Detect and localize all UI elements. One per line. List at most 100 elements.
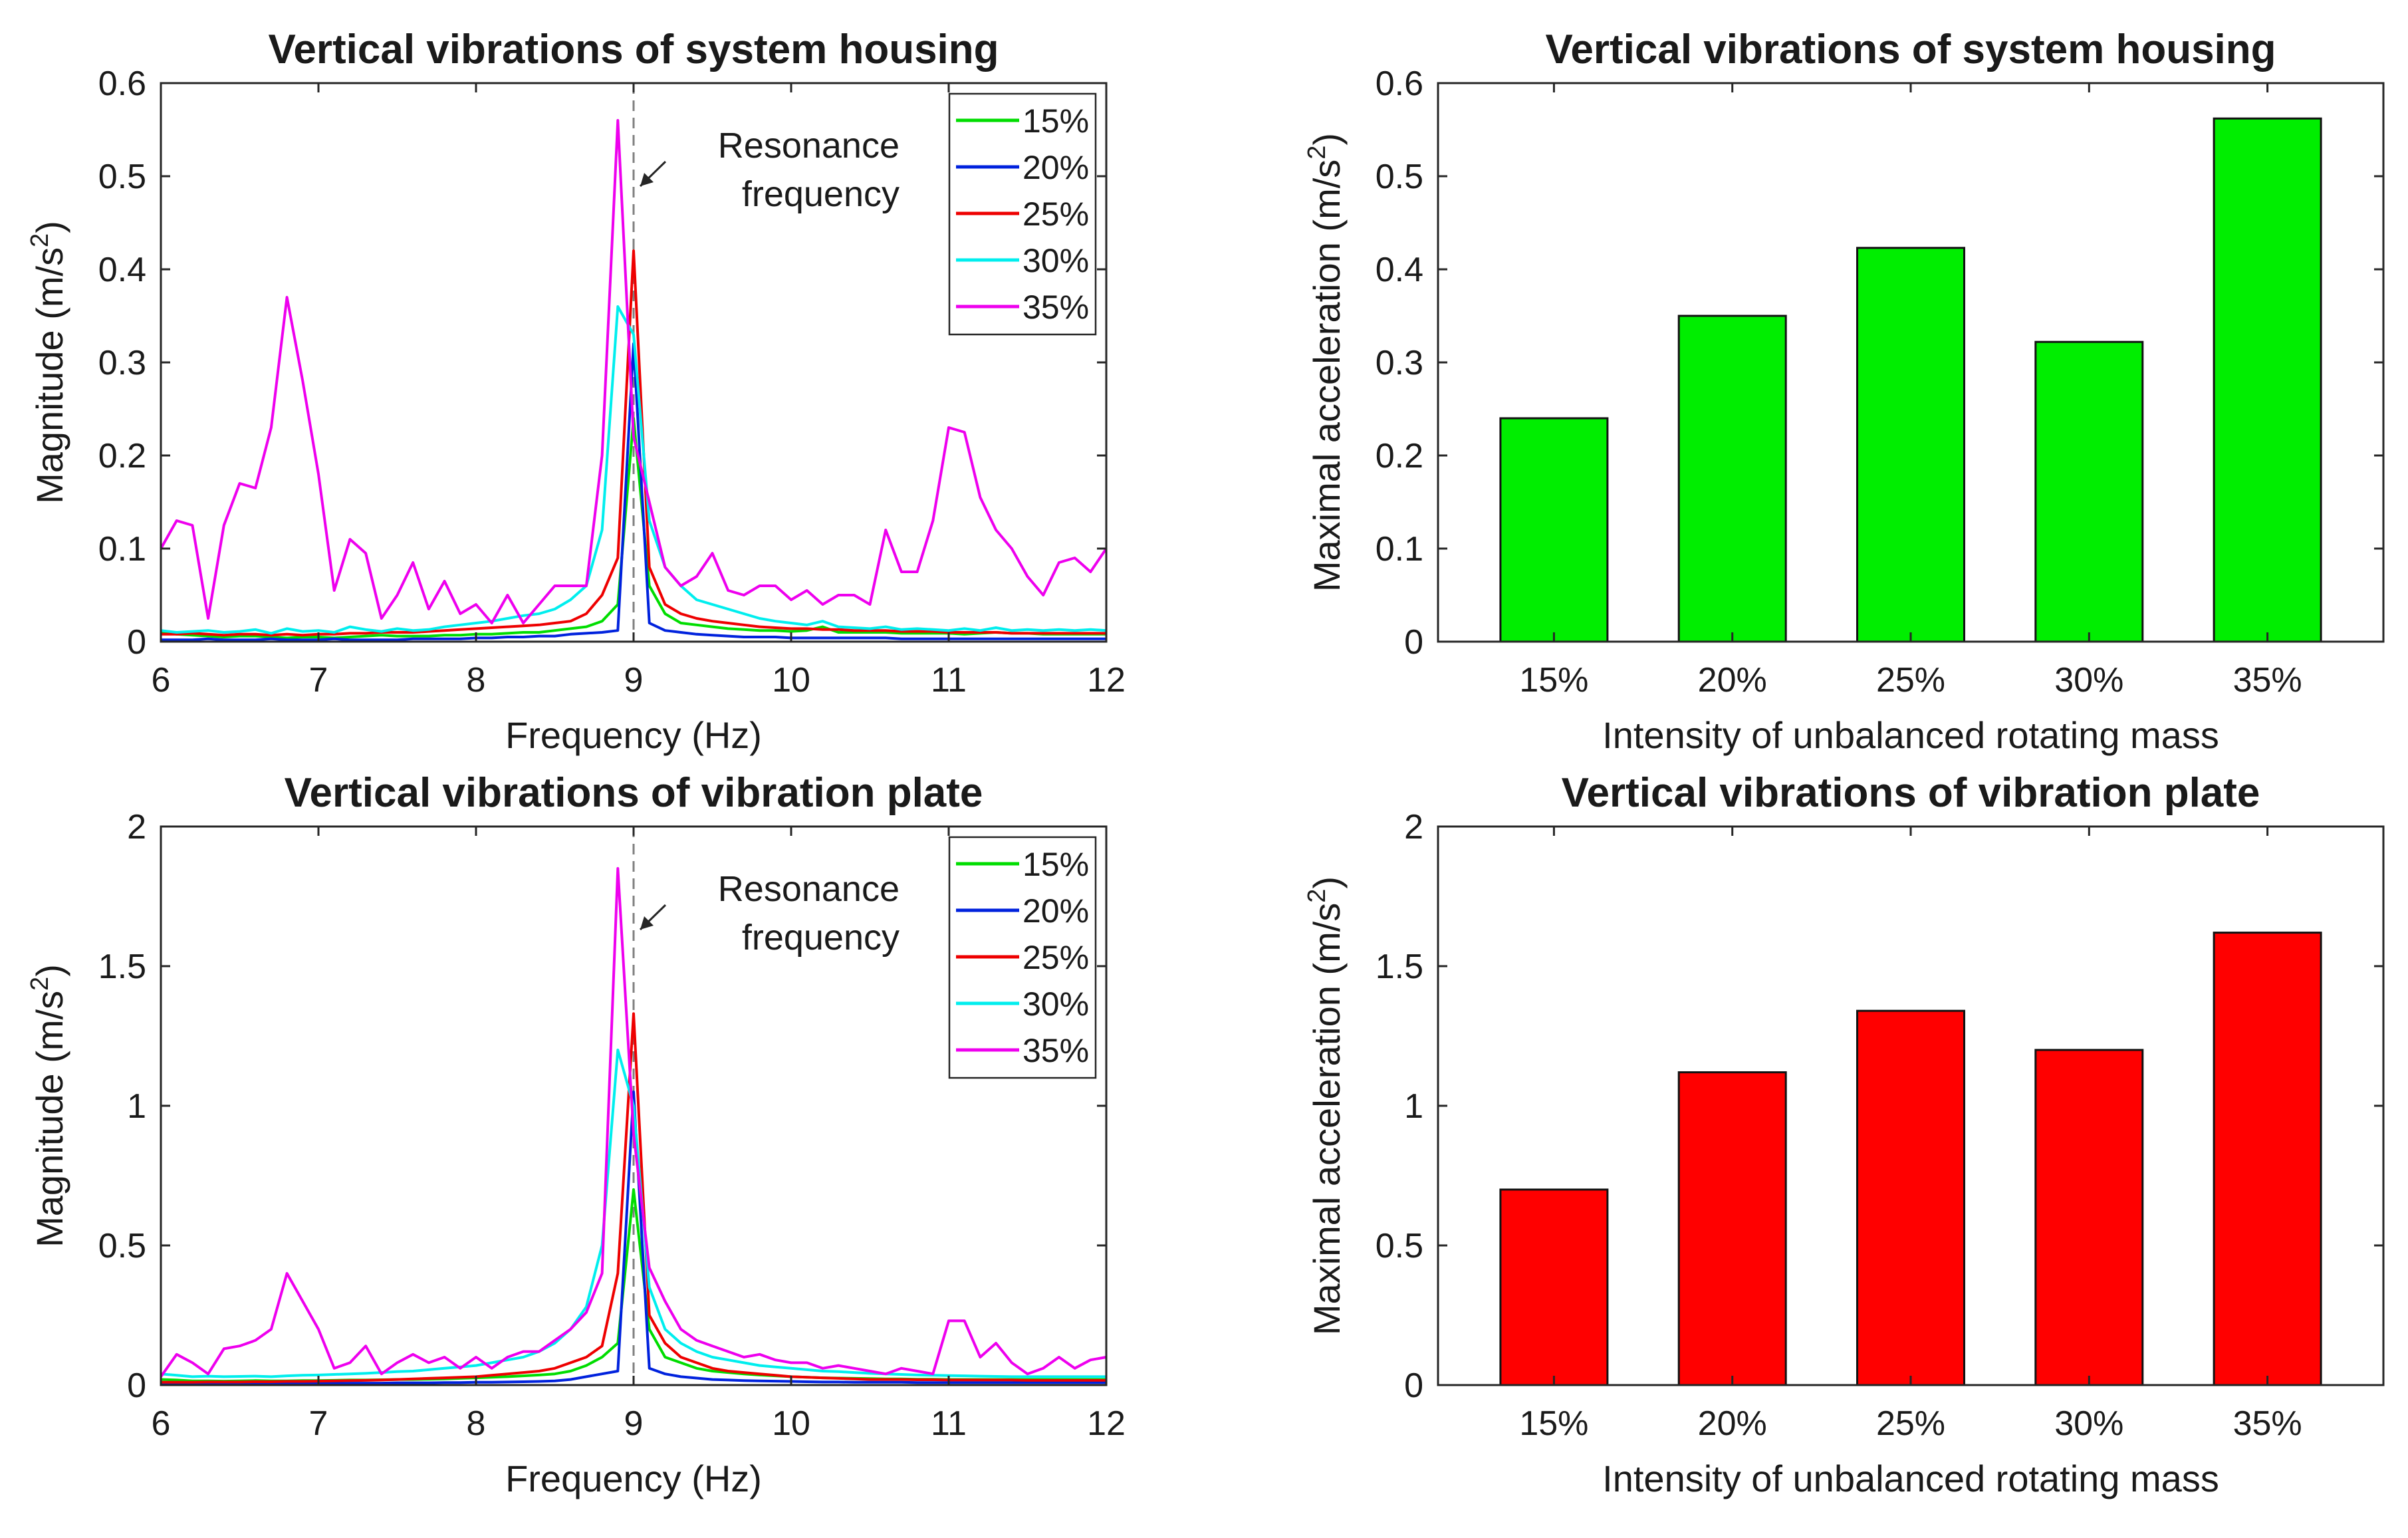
axes-box [160,825,1108,1386]
series-line-35pct [160,119,1108,624]
y-axis-label-superscript: 2 [26,233,54,247]
y-axis-label-superscript: 2 [1303,889,1331,903]
y-tick-label: 0.3 [1376,344,1423,382]
legend-label: 20% [1023,149,1089,186]
axes-box [160,82,1108,643]
y-tick-label: 0.4 [1376,251,1423,289]
x-tick-label: 30% [2054,1404,2123,1443]
x-tick-label: 15% [1519,1404,1588,1443]
x-axis-label: Frequency (Hz) [505,1458,762,1499]
y-axis-label-main: Magnitude (m/s [29,247,70,504]
legend-label: 25% [1023,939,1089,976]
y-tick-label: 0.1 [98,530,146,569]
x-tick-label: 25% [1876,661,1945,700]
x-tick-label: 35% [2233,661,2302,700]
axes-box [1437,82,2385,643]
bar-35pct [2213,117,2322,643]
y-axis-label-close: ) [29,221,70,233]
y-tick-label: 0.1 [1376,530,1423,569]
x-tick-label: 35% [2233,1404,2302,1443]
x-tick-label: 11 [931,1404,967,1443]
y-tick-label: 1 [127,1087,146,1126]
y-tick-label: 0.4 [98,251,146,289]
bar-20pct [1677,315,1787,643]
y-axis-label-main: Maximal acceleration (m/s [1306,160,1348,592]
x-tick-label: 25% [1876,1404,1945,1443]
y-tick-label: 1.5 [98,948,146,986]
bar-35pct [2213,932,2322,1386]
x-tick-label: 10 [772,1404,810,1443]
legend-label: 20% [1023,892,1089,930]
bar-chart-p2: 15% 20% 25% 30% 35% 0 0.1 0.2 0.3 0.4 0.5 0.6 Maxima… [1303,27,2385,756]
y-axis-label-superscript: 2 [1303,146,1331,160]
y-tick-label: 0.5 [1376,1227,1423,1265]
legend-label: 30% [1023,985,1089,1023]
y-axis-label: Maximal acceleration (m/s2) [1303,133,1348,592]
x-tick-label: 15% [1519,661,1588,700]
y-tick-label: 0 [1404,1366,1423,1405]
series-line-30pct [160,305,1107,635]
legend: 15% 20% 25% 30% 35% [948,92,1097,336]
y-tick-label: 0.6 [1376,64,1423,103]
line-chart-p1: 6 7 8 9 10 11 12 0 0.1 0.2 0.3 0.4 0.5 0.6 Magnitude (… [26,27,1126,756]
legend-label: 15% [1023,846,1089,883]
y-axis-label-close: ) [1306,133,1348,146]
y-tick-label: 2 [127,808,146,846]
y-tick-label: 0.3 [98,344,146,382]
chart-title: Vertical vibrations of vibration plate [1562,770,2260,816]
y-tick-label: 0.2 [1376,437,1423,475]
legend-label: 35% [1023,1032,1089,1069]
legend-label: 30% [1023,242,1089,279]
bar-30pct [2034,340,2144,643]
y-axis-label: Magnitude (m/s2) [26,964,70,1247]
annotation-text: Resonance [718,126,900,166]
x-tick-label: 9 [624,1404,644,1443]
axes-box [1437,825,2385,1386]
y-tick-label: 1.5 [1376,948,1423,986]
bar-30pct [2034,1049,2144,1386]
y-tick-label: 0 [127,1366,146,1405]
y-tick-label: 1 [1404,1087,1423,1126]
x-axis-label: Intensity of unbalanced rotating mass [1602,1458,2219,1499]
y-tick-label: 0.5 [1376,158,1423,196]
y-axis-label-main: Maximal acceleration (m/s [1306,903,1348,1335]
y-axis-label-close: ) [29,964,70,977]
y-axis-label-close: ) [1306,876,1348,889]
x-tick-label: 7 [309,1404,328,1443]
chart-title: Vertical vibrations of system housing [1545,27,2276,72]
x-tick-label: 6 [152,1404,171,1443]
bar-15pct [1499,1188,1609,1386]
x-tick-label: 30% [2054,661,2123,700]
annotation-arrowhead [640,173,654,186]
bar-25pct [1856,1009,1965,1386]
annotation-text: Resonance [718,869,900,909]
legend-label: 35% [1023,289,1089,326]
y-tick-label: 2 [1404,808,1423,846]
x-axis-label: Frequency (Hz) [505,714,762,756]
bar-20pct [1677,1071,1787,1386]
bar-25pct [1856,247,1965,643]
x-tick-label: 6 [152,661,171,700]
y-tick-label: 0 [127,623,146,662]
legend: 15% 20% 25% 30% 35% [948,836,1097,1079]
annotation-text: frequency [742,918,900,958]
x-tick-label: 20% [1698,661,1767,700]
x-tick-label: 12 [1087,661,1126,700]
legend-label: 25% [1023,195,1089,233]
y-tick-label: 0.5 [98,1227,146,1265]
y-tick-label: 0 [1404,623,1423,662]
bar-15pct [1499,417,1609,643]
x-axis-label: Intensity of unbalanced rotating mass [1602,714,2219,756]
chart-title: Vertical vibrations of vibration plate [285,770,983,816]
y-tick-label: 0.2 [98,437,146,475]
legend-label: 15% [1023,102,1089,140]
series-line-30pct [160,1049,1106,1378]
y-axis-label-main: Magnitude (m/s [29,991,70,1247]
annotation-text: frequency [742,174,900,214]
annotation-arrowhead [640,916,654,930]
x-tick-label: 20% [1698,1404,1767,1443]
y-axis-label-superscript: 2 [26,977,54,991]
